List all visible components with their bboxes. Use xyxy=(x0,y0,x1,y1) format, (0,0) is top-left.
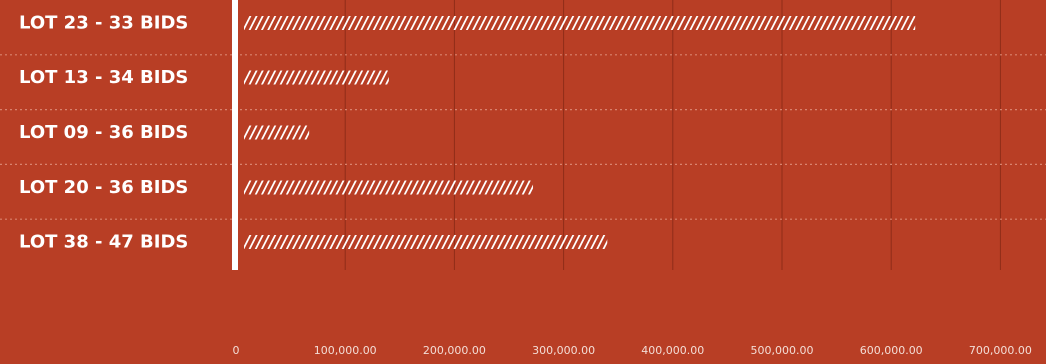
x-tick-label: 500,000.00 xyxy=(751,344,814,357)
bar: ////////////////////////////////////////… xyxy=(242,178,581,198)
x-tick-label: 600,000.00 xyxy=(860,344,923,357)
category-label: LOT 09 - 36 BIDS xyxy=(19,122,188,143)
bar: ////////////// xyxy=(242,123,333,143)
bar: ////////////////////////////////////////… xyxy=(242,233,662,253)
category-label: LOT 20 - 36 BIDS xyxy=(19,177,188,198)
category-label: LOT 23 - 33 BIDS xyxy=(19,12,188,33)
bar: ////////////////////////////////////////… xyxy=(242,13,1003,33)
bars-layer: ////////////////////////////////////////… xyxy=(242,13,1003,253)
category-label: LOT 13 - 34 BIDS xyxy=(19,67,188,88)
x-tick-label: 300,000.00 xyxy=(532,344,595,357)
x-tick-label: 200,000.00 xyxy=(423,344,486,357)
y-axis-line xyxy=(232,0,238,270)
bar-marks: ////////////////////////////////////////… xyxy=(242,13,1003,33)
category-labels: LOT 23 - 33 BIDS LOT 13 - 34 BIDS LOT 09 -… xyxy=(19,12,188,252)
bar-marks: ////////////////////////////////////////… xyxy=(242,178,581,198)
row-separators xyxy=(0,54,1046,220)
x-tick-label: 400,000.00 xyxy=(641,344,704,357)
bar-marks: //////////////////////////// xyxy=(242,68,420,88)
x-tick-label: 100,000.00 xyxy=(314,344,377,357)
x-tick-label: 0 xyxy=(233,344,240,357)
bar-marks: ////////////////////////////////////////… xyxy=(242,233,662,253)
category-label: LOT 38 - 47 BIDS xyxy=(19,232,188,253)
bar-marks: ////////////// xyxy=(242,123,333,143)
x-tick-label: 700,000.00 xyxy=(969,344,1032,357)
bar: //////////////////////////// xyxy=(242,68,420,88)
x-axis-ticks: 0 100,000.00 200,000.00 300,000.00 400,000.0… xyxy=(233,344,1032,357)
grid-layer xyxy=(344,0,1001,270)
